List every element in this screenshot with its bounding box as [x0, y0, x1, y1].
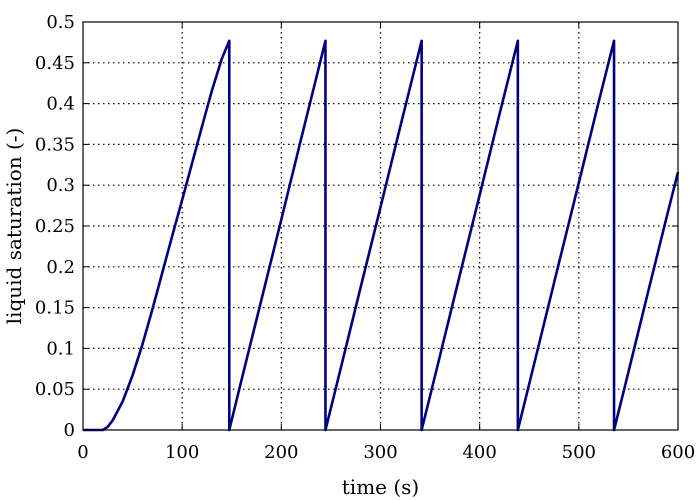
y-axis-label: liquid saturation (-): [2, 128, 26, 325]
y-tick-label: 0: [64, 420, 75, 441]
y-tick-label: 0.35: [35, 134, 75, 155]
y-tick-label: 0.15: [35, 298, 75, 319]
y-tick-label: 0.1: [46, 338, 75, 359]
x-tick-label: 200: [264, 442, 298, 463]
y-tick-label: 0.5: [46, 12, 75, 33]
y-tick-labels: 0 0.05 0.1 0.15 0.2 0.25 0.3 0.35 0.4 0.45 0.5: [35, 12, 75, 441]
x-axis-label: time (s): [342, 475, 419, 499]
plot-frame: [82, 21, 679, 431]
y-tick-label: 0.4: [46, 94, 75, 115]
x-tick-label: 600: [661, 442, 695, 463]
y-tick-label: 0.45: [35, 53, 75, 74]
x-tick-label: 100: [165, 442, 199, 463]
series-group: [83, 39, 680, 432]
series-line: [83, 39, 680, 432]
x-tick-labels: 0 100 200 300 400 500 600: [77, 442, 695, 463]
x-tick-label: 500: [562, 442, 596, 463]
grid-lines: [83, 22, 678, 430]
y-tick-label: 0.05: [35, 379, 75, 400]
x-tick-label: 300: [363, 442, 397, 463]
y-tick-label: 0.3: [46, 175, 75, 196]
y-tick-label: 0.2: [46, 257, 75, 278]
y-tick-label: 0.25: [35, 216, 75, 237]
x-tick-label: 0: [77, 442, 88, 463]
x-tick-label: 400: [462, 442, 496, 463]
